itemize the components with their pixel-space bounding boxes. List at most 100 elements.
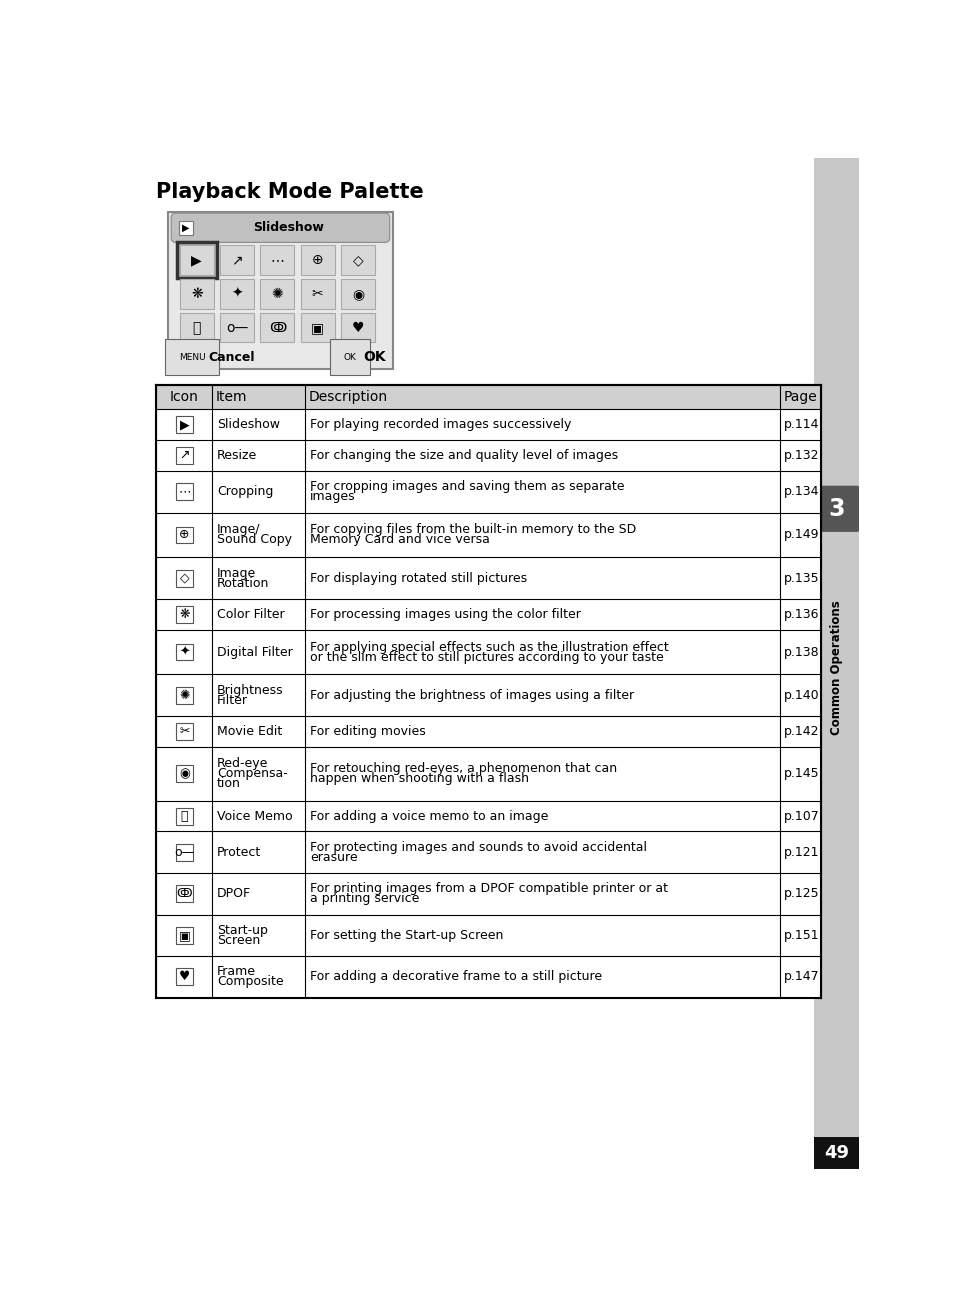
Text: ♥: ♥ — [178, 971, 190, 983]
Text: p.107: p.107 — [782, 809, 819, 823]
Text: For adding a voice memo to an image: For adding a voice memo to an image — [310, 809, 548, 823]
Bar — [156, 629, 820, 674]
Text: Page: Page — [782, 390, 817, 405]
Bar — [220, 280, 253, 309]
Text: p.132: p.132 — [782, 449, 818, 463]
Text: For editing movies: For editing movies — [310, 725, 425, 738]
Text: tion: tion — [216, 777, 240, 790]
Text: ⊕: ⊕ — [179, 528, 190, 541]
Bar — [175, 968, 193, 986]
Bar — [156, 410, 820, 440]
Text: ♥: ♥ — [352, 321, 364, 335]
Text: o—: o— — [226, 321, 248, 335]
Text: Cancel: Cancel — [208, 351, 254, 364]
Text: ✂: ✂ — [179, 725, 190, 738]
Text: For playing recorded images successively: For playing recorded images successively — [310, 418, 571, 431]
Text: Digital Filter: Digital Filter — [216, 645, 293, 658]
Text: Frame: Frame — [216, 966, 255, 979]
Bar — [156, 472, 820, 512]
Text: p.138: p.138 — [782, 645, 819, 658]
Text: ▶: ▶ — [192, 254, 202, 267]
Text: For processing images using the color filter: For processing images using the color fi… — [310, 608, 580, 620]
Text: o—: o— — [174, 846, 194, 859]
Text: Description: Description — [309, 390, 388, 405]
Bar — [260, 246, 294, 275]
Bar — [175, 417, 193, 434]
Bar — [175, 808, 193, 824]
Bar — [172, 350, 389, 365]
Bar — [156, 557, 820, 599]
Text: Start-up: Start-up — [216, 924, 268, 937]
Bar — [175, 644, 193, 661]
Text: ✺: ✺ — [272, 286, 283, 301]
Text: p.125: p.125 — [782, 887, 819, 900]
Text: Image/: Image/ — [216, 523, 260, 536]
Text: Compensa-: Compensa- — [216, 767, 288, 781]
Text: ⋯: ⋯ — [178, 485, 191, 498]
Text: Movie Edit: Movie Edit — [216, 725, 282, 738]
Bar — [156, 599, 820, 629]
Text: Playback Mode Palette: Playback Mode Palette — [156, 183, 424, 202]
Text: ↗: ↗ — [179, 449, 190, 463]
Text: ↂ: ↂ — [269, 321, 286, 335]
Bar — [175, 844, 193, 861]
Bar — [300, 246, 335, 275]
Text: Slideshow: Slideshow — [216, 418, 279, 431]
Text: Cropping: Cropping — [216, 485, 273, 498]
Text: Filter: Filter — [216, 694, 248, 707]
Bar — [175, 886, 193, 903]
Bar — [175, 447, 193, 464]
FancyBboxPatch shape — [812, 486, 860, 532]
Bar — [156, 385, 820, 410]
Text: Screen: Screen — [216, 934, 260, 947]
Bar — [260, 280, 294, 309]
Text: p.114: p.114 — [782, 418, 818, 431]
Text: ❋: ❋ — [179, 608, 190, 620]
Text: ◉: ◉ — [352, 286, 364, 301]
Bar — [156, 800, 820, 832]
Text: p.151: p.151 — [782, 929, 819, 942]
Text: 49: 49 — [823, 1144, 848, 1163]
Bar — [179, 246, 213, 275]
Text: Memory Card and vice versa: Memory Card and vice versa — [310, 533, 489, 547]
Bar — [156, 512, 820, 557]
Bar — [176, 242, 216, 277]
Text: ⋯: ⋯ — [270, 254, 284, 267]
Text: Icon: Icon — [170, 390, 198, 405]
Text: erasure: erasure — [310, 850, 357, 863]
Text: p.140: p.140 — [782, 689, 819, 702]
Bar — [156, 440, 820, 472]
Bar — [156, 872, 820, 915]
Text: Red-eye: Red-eye — [216, 757, 268, 770]
Text: For cropping images and saving them as separate: For cropping images and saving them as s… — [310, 481, 624, 493]
Text: ▶: ▶ — [182, 223, 190, 233]
Text: 3: 3 — [827, 497, 843, 520]
Text: For adjusting the brightness of images using a filter: For adjusting the brightness of images u… — [310, 689, 634, 702]
Text: p.134: p.134 — [782, 485, 818, 498]
Text: For retouching red-eyes, a phenomenon that can: For retouching red-eyes, a phenomenon th… — [310, 762, 617, 775]
Text: ⊕: ⊕ — [312, 254, 323, 267]
Text: For protecting images and sounds to avoid accidental: For protecting images and sounds to avoi… — [310, 841, 646, 854]
Text: p.149: p.149 — [782, 528, 818, 541]
Text: or the slim effect to still pictures according to your taste: or the slim effect to still pictures acc… — [310, 650, 663, 664]
Bar — [175, 765, 193, 782]
Bar — [260, 313, 294, 343]
Text: p.135: p.135 — [782, 572, 819, 585]
Text: ↂ: ↂ — [176, 887, 192, 900]
Text: For printing images from a DPOF compatible printer or at: For printing images from a DPOF compatib… — [310, 882, 667, 895]
Text: ◇: ◇ — [353, 254, 363, 267]
FancyBboxPatch shape — [171, 213, 390, 242]
Text: Voice Memo: Voice Memo — [216, 809, 293, 823]
Text: Sound Copy: Sound Copy — [216, 533, 292, 547]
Text: p.142: p.142 — [782, 725, 818, 738]
Text: Image: Image — [216, 566, 256, 579]
Bar — [179, 313, 213, 343]
Bar — [179, 221, 193, 235]
Text: Rotation: Rotation — [216, 577, 269, 590]
Text: For copying files from the built-in memory to the SD: For copying files from the built-in memo… — [310, 523, 636, 536]
Text: Resize: Resize — [216, 449, 257, 463]
Text: p.136: p.136 — [782, 608, 818, 620]
Text: For setting the Start-up Screen: For setting the Start-up Screen — [310, 929, 503, 942]
Bar — [220, 313, 253, 343]
Bar — [168, 212, 393, 369]
